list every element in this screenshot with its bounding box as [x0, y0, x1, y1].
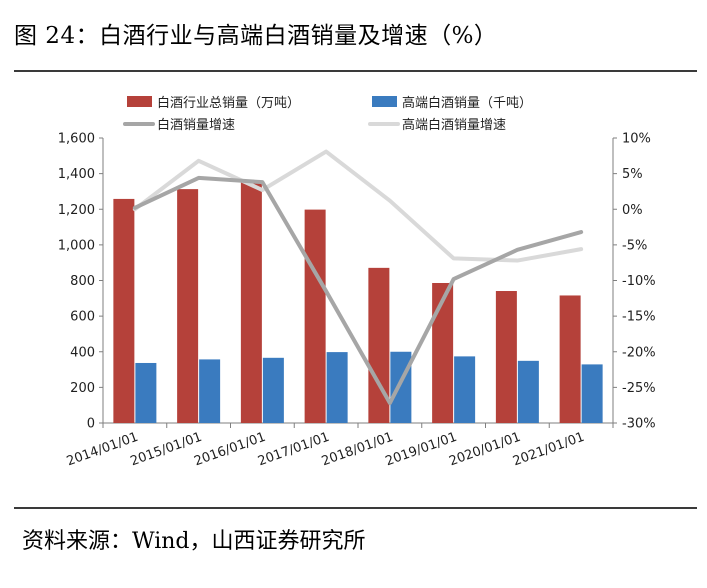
bar-premium-volume	[581, 364, 603, 423]
left-tick-label: 1,000	[58, 238, 95, 253]
x-tick-label: 2020/01/01	[447, 430, 523, 470]
right-tick-label: 5%	[622, 167, 643, 182]
left-tick-label: 1,200	[58, 203, 95, 218]
x-tick-label: 2014/01/01	[65, 430, 141, 470]
bar-total-volume	[177, 189, 199, 423]
right-tick-label: -30%	[622, 417, 656, 432]
right-tick-label: -25%	[622, 381, 656, 396]
right-tick-label: -15%	[622, 310, 656, 325]
right-tick-label: -20%	[622, 345, 656, 360]
chart: 白酒行业总销量（万吨） 高端白酒销量（千吨） 白酒销量增速 高端白酒销量增速 0 200…	[58, 95, 656, 470]
bar-total-volume	[495, 291, 517, 423]
bar-premium-volume	[454, 356, 476, 423]
right-tick-label: 10%	[622, 132, 651, 147]
line-total-growth	[132, 175, 584, 406]
right-tick-label: 0%	[622, 203, 643, 218]
right-tick-label: -10%	[622, 274, 656, 289]
legend-label: 高端白酒销量（千吨）	[402, 95, 532, 111]
line-premium-growth	[132, 149, 584, 263]
bar-total-volume	[368, 267, 390, 423]
axes	[99, 137, 617, 428]
bar-total-volume	[304, 209, 326, 423]
left-tick-label: 800	[70, 274, 95, 289]
legend-label: 白酒行业总销量（万吨）	[157, 95, 300, 111]
legend-label: 白酒销量增速	[157, 117, 235, 133]
bar-premium-volume	[517, 360, 539, 423]
bar-total-volume	[113, 198, 135, 423]
x-tick-label: 2017/01/01	[256, 430, 332, 470]
right-tick-label: -5%	[622, 238, 647, 253]
bar-total-volume	[240, 181, 262, 423]
bar-premium-volume	[199, 359, 221, 423]
left-tick-label: 0	[87, 417, 95, 432]
bar-premium-volume	[390, 351, 412, 423]
top-rule	[14, 70, 697, 72]
bar-total-volume	[432, 282, 454, 423]
left-tick-label: 1,400	[58, 167, 95, 182]
source-note: 资料来源：Wind，山西证券研究所	[22, 529, 366, 554]
x-tick-label: 2016/01/01	[192, 430, 268, 470]
legend-label: 高端白酒销量增速	[402, 117, 506, 133]
legend-swatch	[127, 96, 152, 107]
bar-premium-volume	[135, 362, 157, 423]
x-tick-label: 2018/01/01	[320, 430, 396, 470]
bar-total-volume	[559, 295, 581, 423]
x-tick-label: 2021/01/01	[511, 430, 587, 470]
bottom-rule	[14, 507, 697, 509]
left-tick-label: 200	[70, 381, 95, 396]
lines	[132, 149, 584, 406]
left-tick-label: 600	[70, 310, 95, 325]
x-tick-label: 2015/01/01	[128, 430, 204, 470]
bar-premium-volume	[262, 357, 284, 423]
left-tick-label: 400	[70, 345, 95, 360]
legend-swatch	[372, 96, 397, 107]
legend: 白酒行业总销量（万吨） 高端白酒销量（千吨） 白酒销量增速 高端白酒销量增速	[123, 95, 532, 133]
x-tick-label: 2019/01/01	[383, 430, 459, 470]
bar-premium-volume	[326, 352, 348, 423]
figure-title: 图 24：白酒行业与高端白酒销量及增速（%）	[14, 23, 498, 49]
left-tick-label: 1,600	[58, 132, 95, 147]
bars	[113, 181, 603, 423]
